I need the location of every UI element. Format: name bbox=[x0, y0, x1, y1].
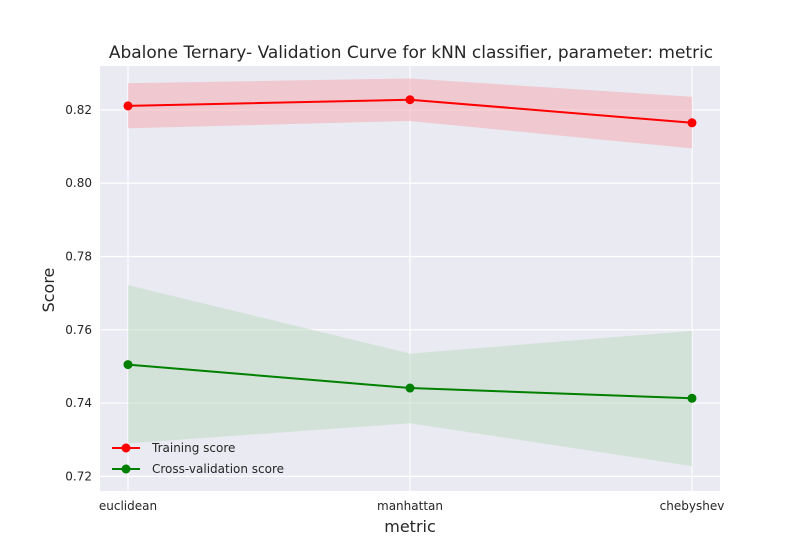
y-tick-label: 0.76 bbox=[65, 323, 92, 337]
y-tick-label: 0.78 bbox=[65, 250, 92, 264]
y-axis-label: Score bbox=[39, 268, 58, 313]
x-tick-label: euclidean bbox=[99, 499, 157, 513]
y-tick-label: 0.82 bbox=[65, 103, 92, 117]
y-tick-label: 0.80 bbox=[65, 176, 92, 190]
legend: Training score Cross-validation score bbox=[112, 441, 284, 476]
point-series-0 bbox=[687, 118, 697, 128]
band-series-0 bbox=[128, 78, 692, 149]
x-tick-label: manhattan bbox=[377, 499, 443, 513]
point-series-0 bbox=[123, 101, 133, 111]
point-series-1 bbox=[405, 383, 415, 393]
x-tick-label: chebyshev bbox=[660, 499, 725, 513]
legend-label: Training score bbox=[151, 441, 235, 455]
legend-marker bbox=[121, 464, 131, 474]
point-series-0 bbox=[405, 95, 415, 105]
band-series-1 bbox=[128, 285, 692, 467]
x-tick-labels: euclidean manhattan chebyshev bbox=[99, 499, 724, 513]
y-tick-label: 0.74 bbox=[65, 396, 92, 410]
legend-marker bbox=[121, 443, 131, 453]
series-points bbox=[123, 95, 697, 403]
score-bands bbox=[128, 78, 692, 467]
point-series-1 bbox=[687, 393, 697, 403]
y-tick-labels: 0.72 0.74 0.76 0.78 0.80 0.82 bbox=[65, 103, 92, 483]
chart-title: Abalone Ternary- Validation Curve for kN… bbox=[109, 43, 713, 63]
legend-label: Cross-validation score bbox=[152, 462, 284, 476]
y-tick-label: 0.72 bbox=[65, 469, 92, 483]
x-axis-label: metric bbox=[384, 517, 436, 536]
point-series-1 bbox=[123, 360, 133, 370]
